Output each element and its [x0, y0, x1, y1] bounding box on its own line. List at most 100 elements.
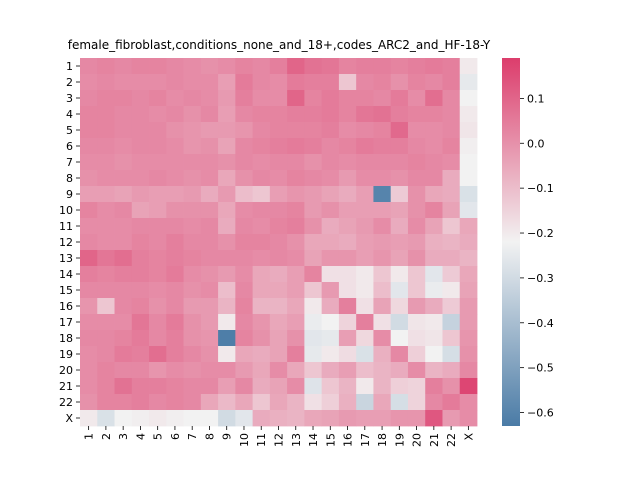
heatmap-cell [269, 266, 288, 283]
heatmap-cell [407, 122, 426, 139]
heatmap-cell [269, 58, 288, 75]
heatmap-cell [356, 266, 374, 283]
heatmap-cell [442, 74, 461, 91]
heatmap-cell [80, 234, 98, 251]
y-tick-label: 21 [59, 380, 73, 393]
heatmap-cell [149, 282, 167, 299]
heatmap-cell [269, 330, 288, 347]
heatmap-cell [287, 394, 305, 411]
heatmap-cell [183, 170, 202, 187]
heatmap-cell [356, 74, 374, 91]
heatmap-cell [390, 298, 409, 315]
heatmap-cell [131, 394, 150, 411]
heatmap-cell [131, 378, 150, 395]
y-tick-label: 4 [66, 108, 73, 121]
heatmap-cell [304, 234, 323, 251]
heatmap-cell [235, 202, 254, 219]
heatmap-cell [252, 106, 271, 123]
heatmap-cell [338, 218, 357, 235]
heatmap-cell [356, 330, 374, 347]
heatmap-cell [304, 58, 323, 75]
heatmap-cell [356, 122, 374, 139]
heatmap-cell [235, 154, 254, 171]
heatmap-cell [80, 138, 98, 155]
heatmap-cell [304, 346, 323, 363]
heatmap-cell [407, 186, 426, 203]
heatmap-cell [235, 58, 254, 75]
heatmap-cell [218, 58, 236, 75]
colorbar-ticks: 0.1 0.0 −0.1 −0.2 −0.3 −0.4 −0.5 −0.6 [520, 92, 554, 420]
heatmap-cell [338, 378, 357, 395]
heatmap-cell [373, 410, 392, 427]
heatmap-cell [97, 218, 115, 235]
heatmap-cell [338, 154, 357, 171]
heatmap-cell [131, 234, 150, 251]
heatmap-cell [183, 106, 202, 123]
heatmap-cell [442, 138, 461, 155]
heatmap-cell [407, 170, 426, 187]
heatmap-cell [321, 154, 340, 171]
heatmap-cell [425, 138, 443, 155]
heatmap-cell [166, 378, 184, 395]
heatmap-cell [356, 346, 374, 363]
heatmap-cell [459, 362, 478, 379]
heatmap-cell [338, 170, 357, 187]
heatmap-cells [80, 58, 478, 427]
heatmap-cell [287, 218, 305, 235]
heatmap-cell [269, 90, 288, 107]
heatmap-cell [114, 138, 133, 155]
heatmap-cell [338, 90, 357, 107]
heatmap-cell [252, 346, 271, 363]
heatmap-cell [80, 202, 98, 219]
heatmap-cell [149, 90, 167, 107]
heatmap-cell [321, 234, 340, 251]
heatmap-cell [321, 394, 340, 411]
heatmap-cell [183, 74, 202, 91]
heatmap-cell [149, 234, 167, 251]
heatmap-cell [407, 266, 426, 283]
heatmap-cell [235, 250, 254, 267]
heatmap-cell [183, 362, 202, 379]
y-tick-label: 12 [59, 236, 73, 249]
heatmap-cell [183, 298, 202, 315]
x-tick-label: 9 [221, 433, 234, 440]
heatmap-cell [200, 154, 219, 171]
heatmap-cell [373, 186, 392, 203]
heatmap-cell [304, 186, 323, 203]
heatmap-cell [97, 106, 115, 123]
heatmap-cell [442, 106, 461, 123]
y-tick-label: 6 [66, 140, 73, 153]
heatmap-cell [356, 378, 374, 395]
heatmap-cell [442, 330, 461, 347]
heatmap-cell [442, 234, 461, 251]
heatmap-cell [80, 90, 98, 107]
x-tick-label: 18 [376, 433, 389, 447]
heatmap-cell [321, 346, 340, 363]
heatmap-cell [356, 106, 374, 123]
heatmap-cell [287, 410, 305, 427]
heatmap-cell [425, 282, 443, 299]
heatmap-cell [390, 90, 409, 107]
colorbar-tick-label: −0.1 [527, 182, 554, 195]
heatmap-cell [149, 266, 167, 283]
heatmap-cell [252, 74, 271, 91]
heatmap-cell [131, 106, 150, 123]
heatmap-cell [373, 362, 392, 379]
heatmap-cell [338, 250, 357, 267]
heatmap-cell [373, 218, 392, 235]
heatmap-cell [131, 410, 150, 427]
heatmap-cell [235, 330, 254, 347]
heatmap-cell [114, 90, 133, 107]
heatmap-cell [200, 330, 219, 347]
heatmap-cell [166, 266, 184, 283]
heatmap-cell [149, 346, 167, 363]
heatmap-cell [80, 266, 98, 283]
heatmap-cell [287, 298, 305, 315]
heatmap-cell [459, 250, 478, 267]
heatmap-cell [235, 234, 254, 251]
heatmap-cell [356, 202, 374, 219]
heatmap-cell [183, 394, 202, 411]
heatmap-cell [338, 58, 357, 75]
heatmap-cell [149, 74, 167, 91]
heatmap-cell [425, 234, 443, 251]
